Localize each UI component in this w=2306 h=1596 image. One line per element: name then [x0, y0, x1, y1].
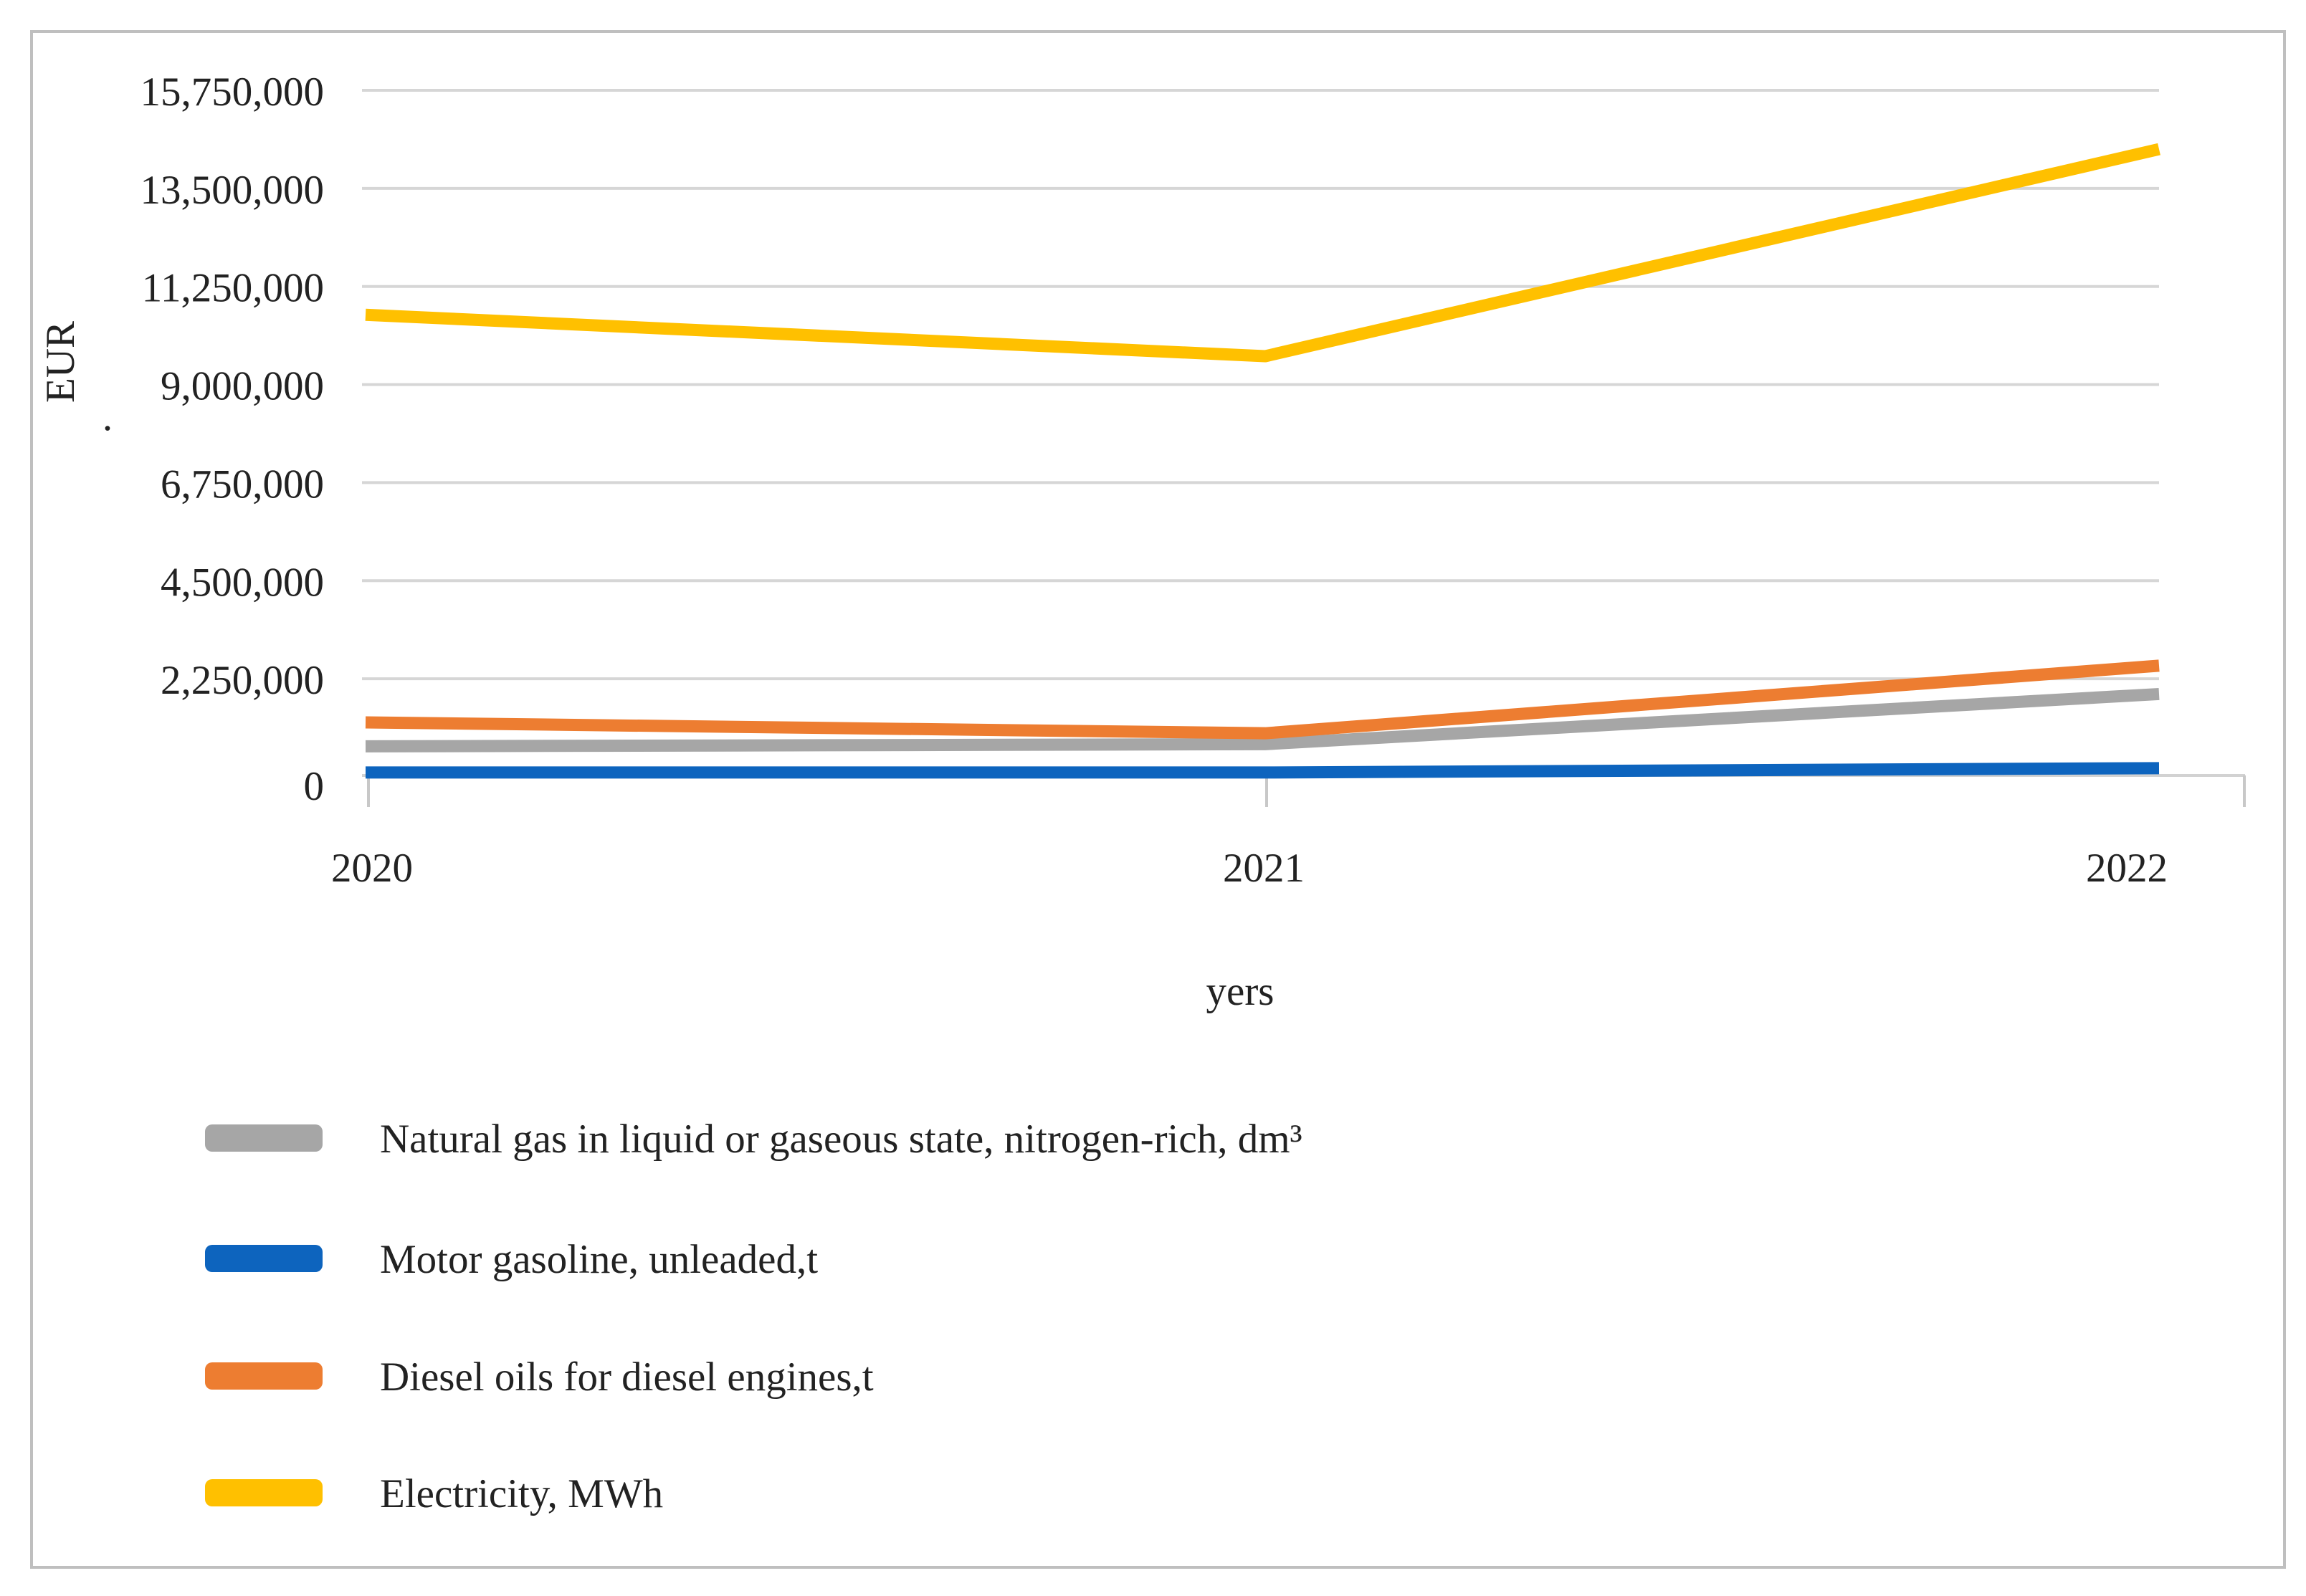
legend-item: Motor gasoline, unleaded,t	[205, 1237, 818, 1282]
legend-swatch	[205, 1245, 323, 1272]
y-tick-label: 6,750,000	[161, 462, 324, 507]
y-tick-label: 2,250,000	[161, 658, 324, 703]
series-line-0	[365, 687, 2160, 752]
legend-label: Motor gasoline, unleaded,t	[380, 1237, 818, 1282]
legend-label: Diesel oils for diesel engines,t	[380, 1354, 874, 1400]
y-tick-label: 13,500,000	[140, 168, 325, 213]
legend-label: Electricity, MWh	[380, 1471, 663, 1516]
y-axis-title: EUR	[38, 321, 83, 403]
x-tick-label: 2021	[1223, 846, 1305, 891]
y-axis-title-dot: .	[103, 394, 113, 439]
legend-item: Diesel oils for diesel engines,t	[205, 1354, 874, 1400]
legend-swatch	[205, 1362, 323, 1390]
series-line-1	[366, 762, 2160, 779]
x-axis-title: yers	[1206, 969, 1275, 1014]
y-tick-label: 4,500,000	[161, 560, 324, 605]
y-tick-label: 9,000,000	[161, 364, 324, 409]
x-tick-label: 2020	[331, 846, 413, 891]
legend-swatch	[205, 1124, 323, 1152]
y-tick-label: 15,750,000	[140, 70, 325, 115]
legend-label: Natural gas in liquid or gaseous state, …	[380, 1117, 1302, 1162]
legend-item: Natural gas in liquid or gaseous state, …	[205, 1117, 1302, 1162]
x-tick-label: 2022	[2086, 846, 2168, 891]
series-line-3	[365, 143, 2160, 363]
y-tick-label: 0	[304, 764, 325, 809]
legend-item: Electricity, MWh	[205, 1471, 663, 1516]
series-line-2	[365, 659, 2160, 740]
legend-swatch	[205, 1479, 323, 1506]
y-tick-label: 11,250,000	[142, 266, 324, 311]
